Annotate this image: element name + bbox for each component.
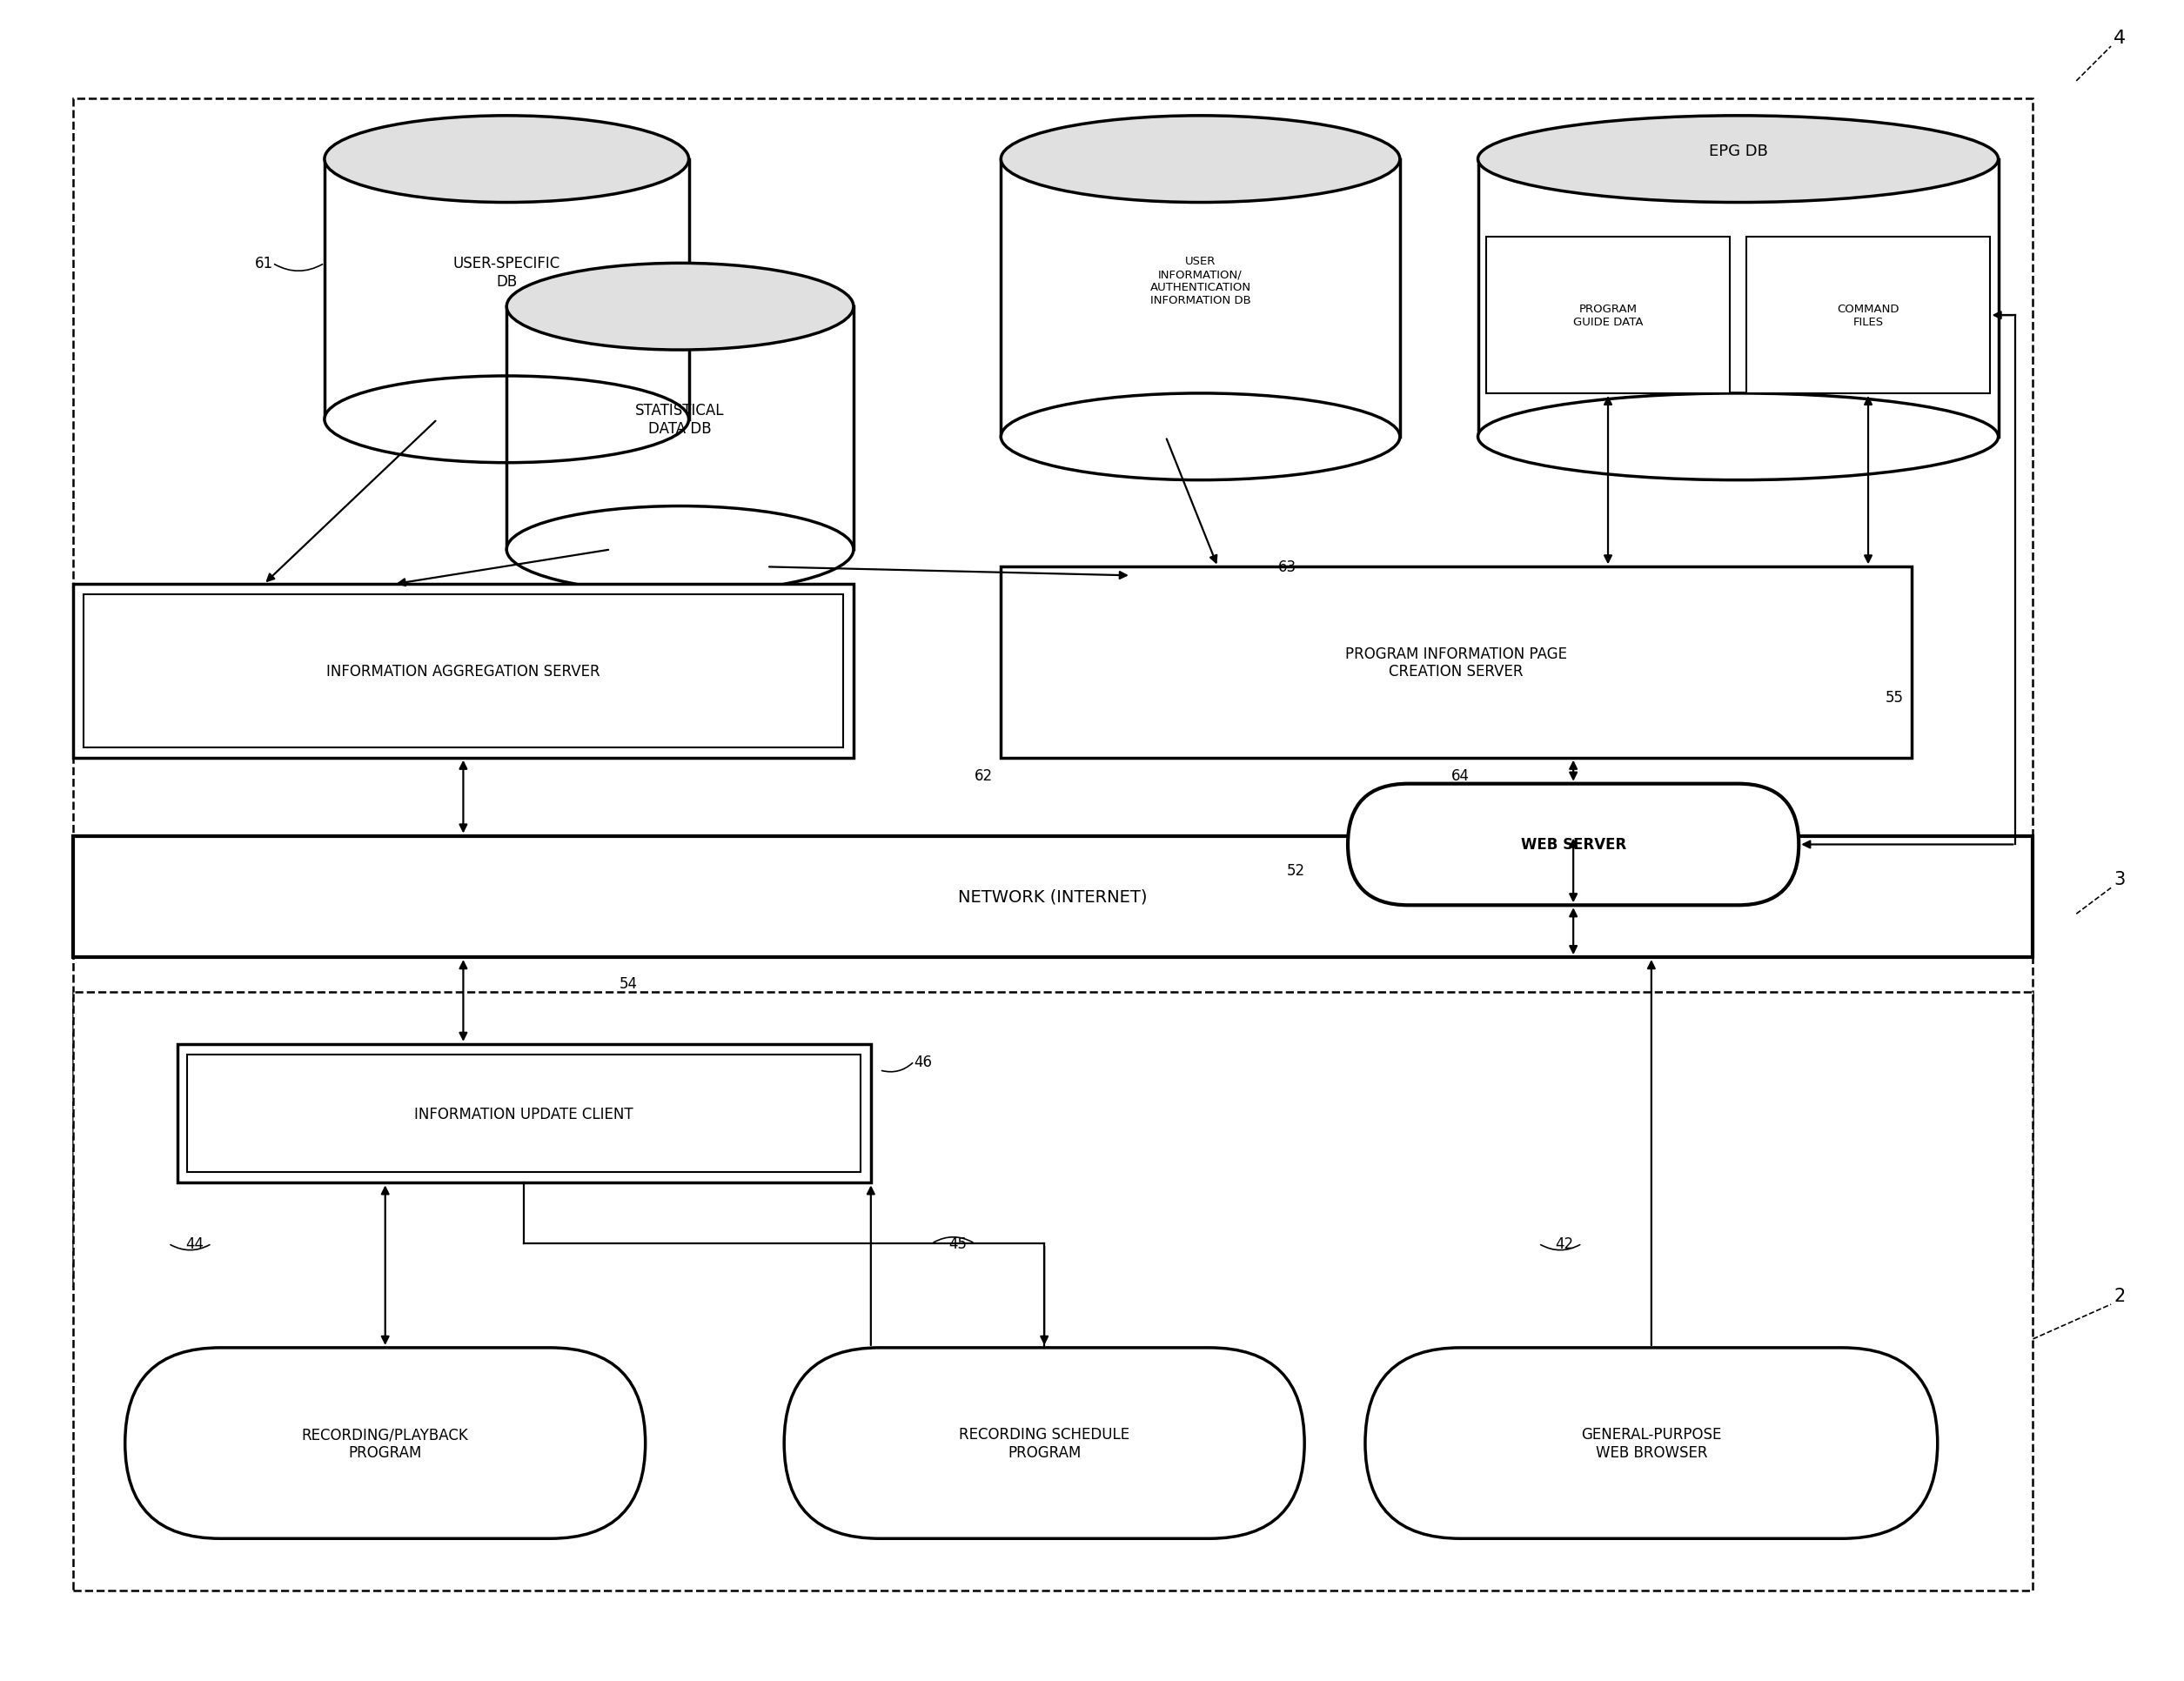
FancyBboxPatch shape: [72, 992, 2033, 1590]
Text: 4: 4: [2114, 30, 2125, 47]
Text: STATISTICAL
DATA DB: STATISTICAL DATA DB: [636, 403, 725, 437]
Ellipse shape: [1000, 116, 1400, 203]
Text: 55: 55: [1885, 689, 1902, 706]
FancyBboxPatch shape: [1747, 237, 1990, 393]
Text: 2: 2: [2114, 1288, 2125, 1304]
Text: 3: 3: [2114, 871, 2125, 888]
Text: INFORMATION UPDATE CLIENT: INFORMATION UPDATE CLIENT: [415, 1106, 633, 1121]
Ellipse shape: [1000, 393, 1400, 481]
Text: 62: 62: [974, 768, 994, 783]
Text: RECORDING/PLAYBACK
PROGRAM: RECORDING/PLAYBACK PROGRAM: [301, 1427, 470, 1461]
FancyBboxPatch shape: [83, 595, 843, 748]
Ellipse shape: [325, 116, 688, 203]
FancyBboxPatch shape: [1365, 1348, 1937, 1538]
Text: 42: 42: [1555, 1236, 1575, 1252]
Text: 44: 44: [186, 1236, 203, 1252]
Text: INFORMATION AGGREGATION SERVER: INFORMATION AGGREGATION SERVER: [325, 664, 601, 679]
Bar: [507, 308, 854, 550]
Text: 63: 63: [1278, 560, 1297, 575]
Text: NETWORK (INTERNET): NETWORK (INTERNET): [959, 889, 1147, 904]
Ellipse shape: [507, 264, 854, 351]
FancyBboxPatch shape: [124, 1348, 646, 1538]
Ellipse shape: [507, 506, 854, 593]
Bar: [1000, 160, 1400, 437]
Text: 64: 64: [1452, 768, 1470, 783]
Text: COMMAND
FILES: COMMAND FILES: [1837, 304, 1900, 328]
Text: 45: 45: [948, 1236, 968, 1252]
Text: 52: 52: [1286, 862, 1306, 879]
Text: RECORDING SCHEDULE
PROGRAM: RECORDING SCHEDULE PROGRAM: [959, 1427, 1129, 1461]
Text: GENERAL-PURPOSE
WEB BROWSER: GENERAL-PURPOSE WEB BROWSER: [1581, 1427, 1721, 1461]
FancyBboxPatch shape: [72, 835, 2033, 958]
FancyBboxPatch shape: [177, 1044, 871, 1183]
Text: 61: 61: [256, 256, 273, 272]
FancyBboxPatch shape: [1000, 566, 1911, 758]
Text: PROGRAM
GUIDE DATA: PROGRAM GUIDE DATA: [1572, 304, 1642, 328]
Ellipse shape: [1479, 393, 1998, 481]
Ellipse shape: [325, 377, 688, 464]
Text: PROGRAM INFORMATION PAGE
CREATION SERVER: PROGRAM INFORMATION PAGE CREATION SERVER: [1345, 646, 1568, 679]
Ellipse shape: [1479, 116, 1998, 203]
Text: USER
INFORMATION/
AUTHENTICATION
INFORMATION DB: USER INFORMATION/ AUTHENTICATION INFORMA…: [1151, 256, 1251, 306]
Bar: [1479, 160, 1998, 437]
FancyBboxPatch shape: [72, 585, 854, 758]
Text: 54: 54: [618, 975, 638, 992]
Bar: [325, 160, 688, 420]
FancyBboxPatch shape: [1487, 237, 1730, 393]
FancyBboxPatch shape: [1348, 783, 1800, 906]
FancyBboxPatch shape: [784, 1348, 1304, 1538]
Text: 46: 46: [915, 1054, 933, 1069]
Text: WEB SERVER: WEB SERVER: [1520, 837, 1627, 852]
Text: USER-SPECIFIC
DB: USER-SPECIFIC DB: [452, 256, 561, 289]
FancyBboxPatch shape: [72, 99, 2033, 1288]
FancyBboxPatch shape: [188, 1054, 860, 1173]
Text: EPG DB: EPG DB: [1708, 143, 1767, 160]
